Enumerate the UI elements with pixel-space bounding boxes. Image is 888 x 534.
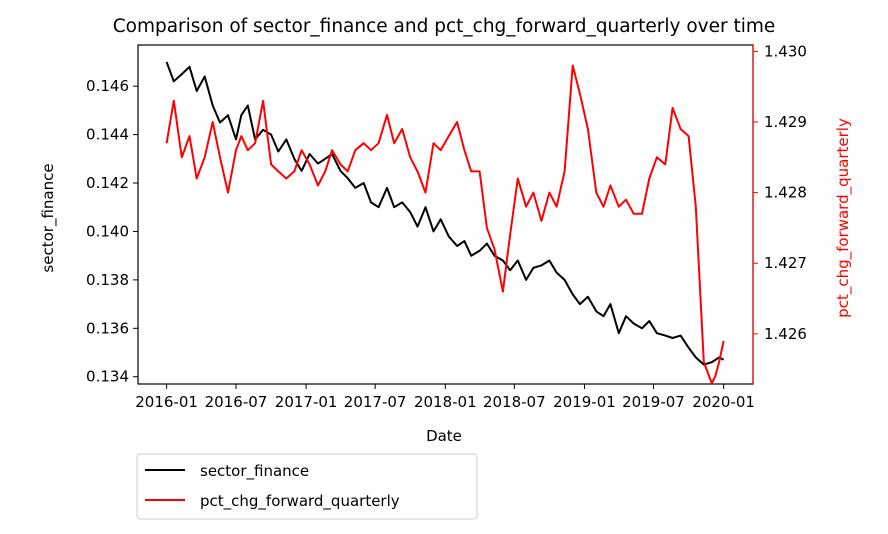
legend-label-sector-finance: sector_finance (200, 462, 309, 481)
x-tick-label: 2018-01 (414, 393, 477, 411)
x-tick-label: 2018-07 (483, 393, 546, 411)
x-tick-label: 2016-07 (205, 393, 268, 411)
y-left-tick-label: 0.140 (86, 222, 129, 240)
plot-frame (137, 44, 754, 385)
legend: sector_finance pct_chg_forward_quarterly (136, 453, 478, 520)
legend-frame (136, 453, 478, 520)
legend-label-pct-chg-forward-quarterly: pct_chg_forward_quarterly (200, 492, 400, 511)
y-left-tick-label: 0.146 (86, 77, 129, 95)
y-right-tick-label: 1.426 (764, 325, 807, 343)
x-tick-label: 2017-01 (275, 393, 338, 411)
chart-title: Comparison of sector_finance and pct_chg… (113, 16, 776, 37)
y-axis-right-label: pct_chg_forward_quarterly (834, 118, 853, 318)
y-left-tick-label: 0.142 (86, 174, 129, 192)
x-axis: 2016-01 2016-07 2017-01 2017-07 2018-01 2018-… (135, 384, 755, 411)
x-tick-label: 2019-07 (622, 393, 685, 411)
x-tick-label: 2017-07 (344, 393, 407, 411)
y-axis-left: 0.134 0.136 0.138 0.140 0.142 0.144 0.146 (86, 77, 138, 386)
y-left-tick-label: 0.136 (86, 319, 129, 337)
x-tick-label: 2019-01 (553, 393, 616, 411)
y-axis-right: 1.426 1.427 1.428 1.429 1.430 (752, 42, 807, 384)
y-right-tick-label: 1.428 (764, 184, 807, 202)
x-axis-label: Date (426, 427, 462, 445)
y-right-tick-label: 1.427 (764, 254, 807, 272)
y-right-tick-label: 1.429 (764, 113, 807, 131)
y-left-tick-label: 0.144 (86, 126, 129, 144)
series-line-pct-chg-forward-quarterly (165, 64, 725, 385)
y-left-tick-label: 0.138 (86, 271, 129, 289)
x-tick-label: 2020-01 (692, 393, 755, 411)
x-tick-label: 2016-01 (135, 393, 198, 411)
y-axis-left-label: sector_finance (39, 163, 58, 272)
y-right-tick-label: 1.430 (764, 42, 807, 60)
plot-area (137, 44, 754, 385)
y-left-tick-label: 0.134 (86, 368, 129, 386)
series-pct-chg-forward-quarterly (165, 64, 725, 385)
